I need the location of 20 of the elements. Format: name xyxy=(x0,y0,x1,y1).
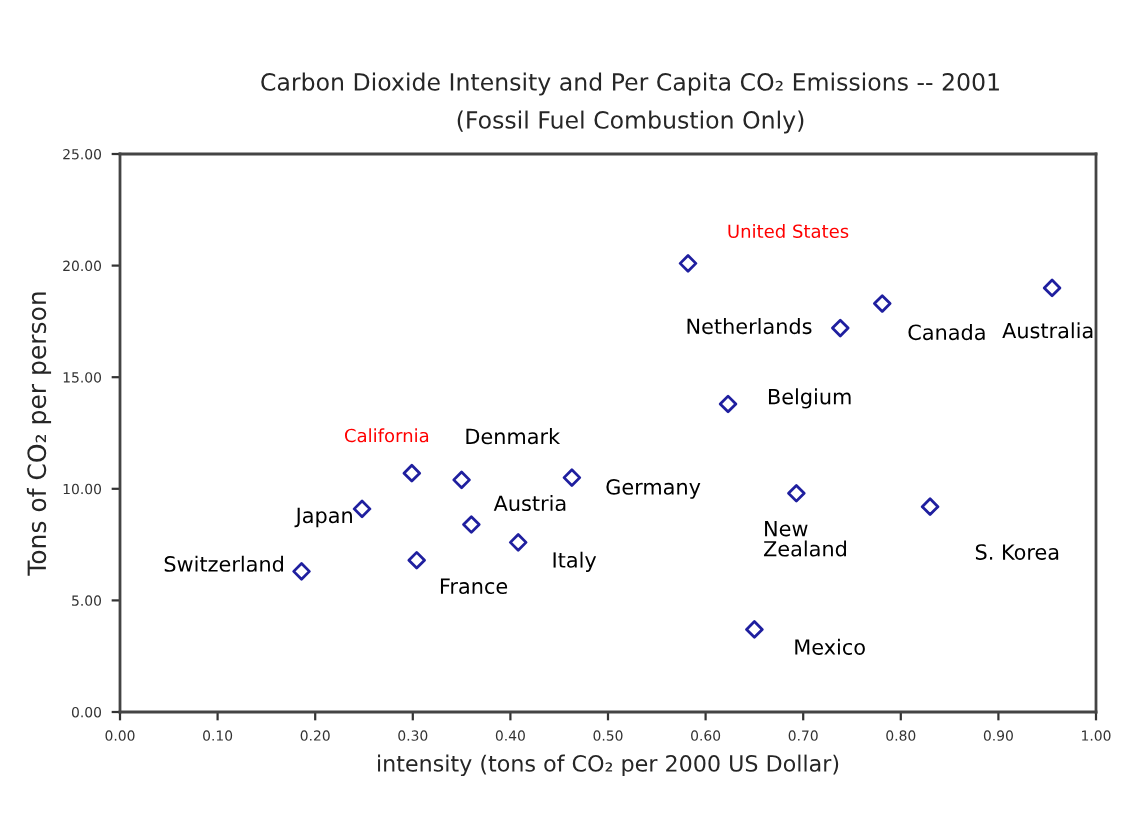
annotation: Mexico xyxy=(795,638,865,655)
annotation: S. Korea xyxy=(975,544,1059,560)
annotation: Canada xyxy=(908,324,985,341)
annotation: Austria xyxy=(493,494,566,512)
annotation: France xyxy=(440,578,508,595)
annotation: Switzerland xyxy=(164,555,283,572)
annotation: Belgium xyxy=(768,388,851,409)
annotation: United States xyxy=(728,224,849,239)
annotation: Germany xyxy=(606,479,701,499)
annotation: California xyxy=(344,428,429,443)
annotation: Italy xyxy=(553,551,597,572)
annotation: Netherlands xyxy=(687,318,812,335)
y-axis-title: Tons of CO₂ per person xyxy=(26,292,52,576)
annotation: Australia xyxy=(1002,322,1093,339)
annotation: Denmark xyxy=(466,428,561,445)
annotation: New Zealand xyxy=(763,520,846,557)
chart-subtitle: (Fossil Fuel Combustion Only) xyxy=(457,110,804,134)
annotation: Japan xyxy=(294,507,352,528)
chart-title: Carbon Dioxide Intensity and Per Capita CO₂ Emissions -- 2001 xyxy=(261,72,999,96)
x-axis-title: intensity (tons of CO₂ per 2000 US Dollar) xyxy=(378,754,839,777)
